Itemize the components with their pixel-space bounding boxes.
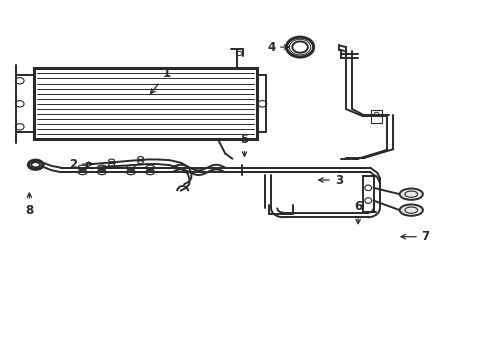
Bar [34, 68, 256, 139]
Text: 2: 2 [69, 158, 93, 171]
Text: 8: 8 [25, 193, 33, 217]
Text: 7: 7 [400, 230, 429, 243]
Text: 4: 4 [266, 41, 288, 54]
Text: 1: 1 [150, 67, 171, 94]
Text: 5: 5 [240, 133, 248, 156]
Ellipse shape [399, 189, 422, 200]
Bar [362, 176, 373, 212]
Text: 6: 6 [353, 200, 362, 224]
Ellipse shape [399, 204, 422, 216]
Bar [370, 110, 381, 123]
Text: 3: 3 [318, 174, 342, 186]
